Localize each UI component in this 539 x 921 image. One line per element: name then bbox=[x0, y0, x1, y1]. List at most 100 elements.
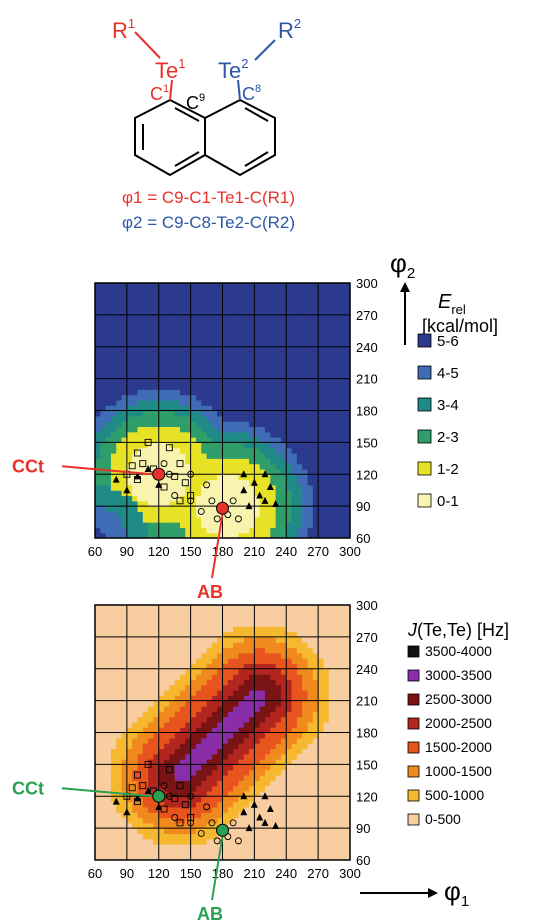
field-cell bbox=[211, 415, 218, 422]
field-cell bbox=[344, 636, 350, 643]
field-cell bbox=[249, 700, 255, 707]
field-cell bbox=[312, 453, 319, 459]
field-cell bbox=[132, 314, 139, 321]
field-cell bbox=[254, 753, 261, 760]
field-cell bbox=[296, 346, 303, 353]
field-cell bbox=[328, 288, 335, 295]
field-cell bbox=[227, 399, 234, 406]
field-cell bbox=[164, 320, 170, 327]
field-cell bbox=[116, 780, 123, 787]
field-cell bbox=[334, 378, 340, 385]
field-cell bbox=[233, 812, 240, 819]
field-cell bbox=[233, 849, 240, 856]
field-cell bbox=[174, 700, 181, 707]
field-cell bbox=[296, 415, 303, 422]
field-cell bbox=[142, 642, 149, 649]
field-cell bbox=[291, 790, 298, 797]
field-cell bbox=[190, 405, 197, 412]
field-cell bbox=[265, 490, 271, 497]
field-cell bbox=[185, 684, 192, 691]
field-cell bbox=[137, 605, 144, 611]
field-cell bbox=[206, 711, 213, 718]
field-cell bbox=[286, 415, 293, 422]
field-cell bbox=[217, 511, 224, 518]
field-cell bbox=[307, 833, 314, 840]
field-cell bbox=[286, 399, 293, 406]
field-cell bbox=[323, 490, 330, 497]
field-cell bbox=[265, 812, 271, 819]
field-cell bbox=[280, 753, 287, 760]
field-cell bbox=[233, 642, 240, 649]
field-cell bbox=[132, 442, 139, 449]
field-cell bbox=[110, 293, 117, 300]
field-cell bbox=[286, 674, 293, 680]
field-cell bbox=[323, 330, 330, 337]
field-cell bbox=[137, 642, 144, 649]
field-cell bbox=[328, 743, 335, 750]
field-cell bbox=[312, 705, 319, 712]
field-cell bbox=[259, 431, 266, 438]
field-cell bbox=[137, 437, 144, 443]
field-cell bbox=[164, 727, 170, 734]
field-cell bbox=[249, 495, 255, 502]
field-cell bbox=[302, 447, 309, 454]
field-cell bbox=[105, 453, 112, 459]
field-cell bbox=[222, 790, 229, 797]
field-cell bbox=[169, 775, 176, 781]
exp-point-circle bbox=[229, 819, 237, 827]
field-cell bbox=[233, 817, 240, 824]
field-cell bbox=[339, 410, 346, 417]
field-cell bbox=[339, 336, 346, 343]
field-cell bbox=[286, 737, 293, 744]
field-cell bbox=[137, 362, 144, 369]
field-cell bbox=[180, 405, 186, 412]
field-cell bbox=[195, 383, 202, 390]
field-cell bbox=[286, 458, 293, 465]
field-cell bbox=[153, 721, 160, 728]
field-cell bbox=[286, 479, 293, 486]
field-cell bbox=[100, 647, 107, 654]
field-cell bbox=[169, 378, 176, 385]
field-cell bbox=[201, 474, 208, 481]
field-cell bbox=[323, 684, 330, 691]
field-cell bbox=[307, 458, 314, 465]
field-cell bbox=[227, 796, 234, 803]
field-cell bbox=[132, 288, 139, 295]
field-cell bbox=[307, 790, 314, 797]
field-cell bbox=[174, 506, 181, 513]
field-cell bbox=[307, 854, 314, 860]
field-cell bbox=[334, 822, 340, 829]
field-cell bbox=[185, 652, 192, 659]
field-cell bbox=[318, 775, 325, 781]
field-cell bbox=[265, 405, 271, 412]
field-cell bbox=[243, 293, 250, 300]
field-cell bbox=[206, 357, 213, 364]
field-cell bbox=[328, 527, 335, 534]
field-cell bbox=[180, 711, 186, 718]
field-cell bbox=[116, 844, 123, 850]
field-cell bbox=[344, 679, 350, 686]
field-cell bbox=[227, 737, 234, 744]
field-cell bbox=[243, 357, 250, 364]
field-cell bbox=[105, 474, 112, 481]
field-cell bbox=[132, 378, 139, 385]
field-cell bbox=[174, 849, 181, 856]
field-cell bbox=[190, 647, 197, 654]
field-cell bbox=[201, 636, 208, 643]
field-cell bbox=[110, 346, 117, 353]
field-cell bbox=[243, 620, 250, 627]
field-cell bbox=[126, 642, 133, 649]
field-cell bbox=[195, 817, 202, 824]
field-cell bbox=[142, 605, 149, 611]
field-cell bbox=[334, 727, 340, 734]
field-cell bbox=[195, 346, 202, 353]
field-cell bbox=[116, 674, 123, 680]
field-cell bbox=[164, 663, 170, 670]
field-cell bbox=[169, 522, 176, 528]
field-cell bbox=[211, 833, 218, 840]
field-cell bbox=[121, 822, 128, 829]
field-cell bbox=[280, 684, 287, 691]
field-cell bbox=[206, 484, 213, 491]
field-cell bbox=[243, 642, 250, 649]
